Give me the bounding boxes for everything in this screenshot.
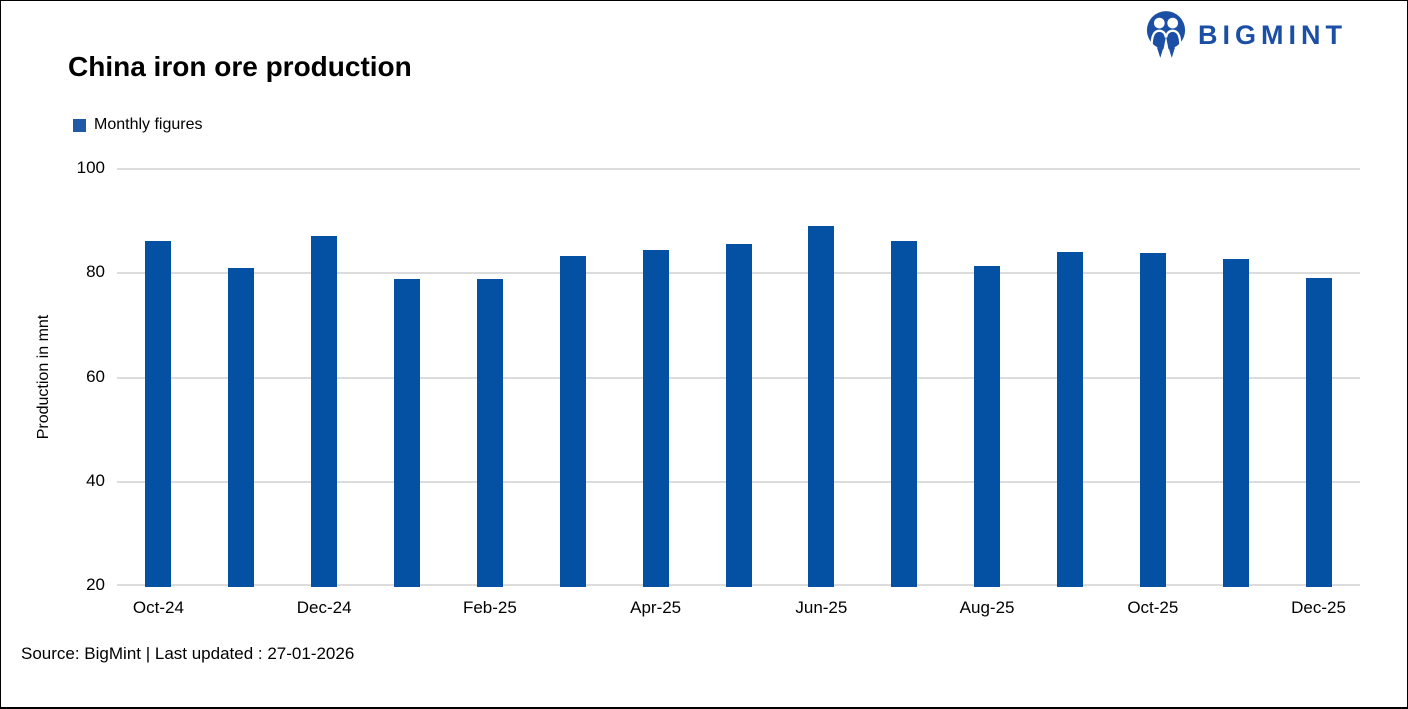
plot-area xyxy=(117,168,1360,587)
bigmint-logo-text: BIGMINT xyxy=(1198,20,1347,50)
x-tick-label-Dec-24: Dec-24 xyxy=(296,598,352,617)
bar-Jan-25 xyxy=(394,279,421,587)
bigmint-logo-icon xyxy=(1145,10,1187,61)
bigmint-logo: BIGMINT xyxy=(1145,10,1347,61)
x-tick-label-Apr-25: Apr-25 xyxy=(630,598,682,617)
y-axis-title: Production in mnt xyxy=(35,314,52,440)
legend-color-swatch xyxy=(73,118,86,132)
bar-Jun-25 xyxy=(808,226,835,587)
chart-legend: Monthly figures xyxy=(73,116,203,134)
bar-Nov-24 xyxy=(228,268,255,587)
bar-Aug-25 xyxy=(974,266,1001,587)
x-tick-label-Feb-25: Feb-25 xyxy=(462,598,517,617)
x-tick-label-Oct-24: Oct-24 xyxy=(132,598,184,617)
x-tick-label-Dec-25: Dec-25 xyxy=(1291,598,1346,617)
bar-Oct-25 xyxy=(1139,252,1166,587)
bar-Dec-24 xyxy=(311,235,338,587)
bar-Jul-25 xyxy=(891,240,918,587)
bar-Oct-24 xyxy=(145,240,172,587)
bar-Dec-25 xyxy=(1305,277,1332,587)
gridline-100 xyxy=(117,168,1360,170)
y-tick-label-80: 80 xyxy=(86,262,105,282)
bar-Nov-25 xyxy=(1222,258,1249,587)
bar-Sep-25 xyxy=(1056,251,1083,587)
x-tick-label-Aug-25: Aug-25 xyxy=(959,598,1015,617)
bar-Mar-25 xyxy=(559,256,586,587)
y-tick-label-60: 60 xyxy=(86,366,105,386)
y-tick-label-40: 40 xyxy=(86,470,105,490)
source-note: Source: BigMint | Last updated : 27-01-2… xyxy=(21,644,355,663)
legend-label: Monthly figures xyxy=(94,116,203,133)
y-tick-label-20: 20 xyxy=(86,575,105,594)
y-tick-label-100: 100 xyxy=(76,158,105,177)
bar-Feb-25 xyxy=(476,278,503,587)
x-tick-label-Jun-25: Jun-25 xyxy=(795,598,848,617)
bar-May-25 xyxy=(725,244,752,587)
page-title: China iron ore production xyxy=(68,51,412,82)
x-tick-label-Oct-25: Oct-25 xyxy=(1127,598,1179,617)
bar-Apr-25 xyxy=(642,250,669,587)
